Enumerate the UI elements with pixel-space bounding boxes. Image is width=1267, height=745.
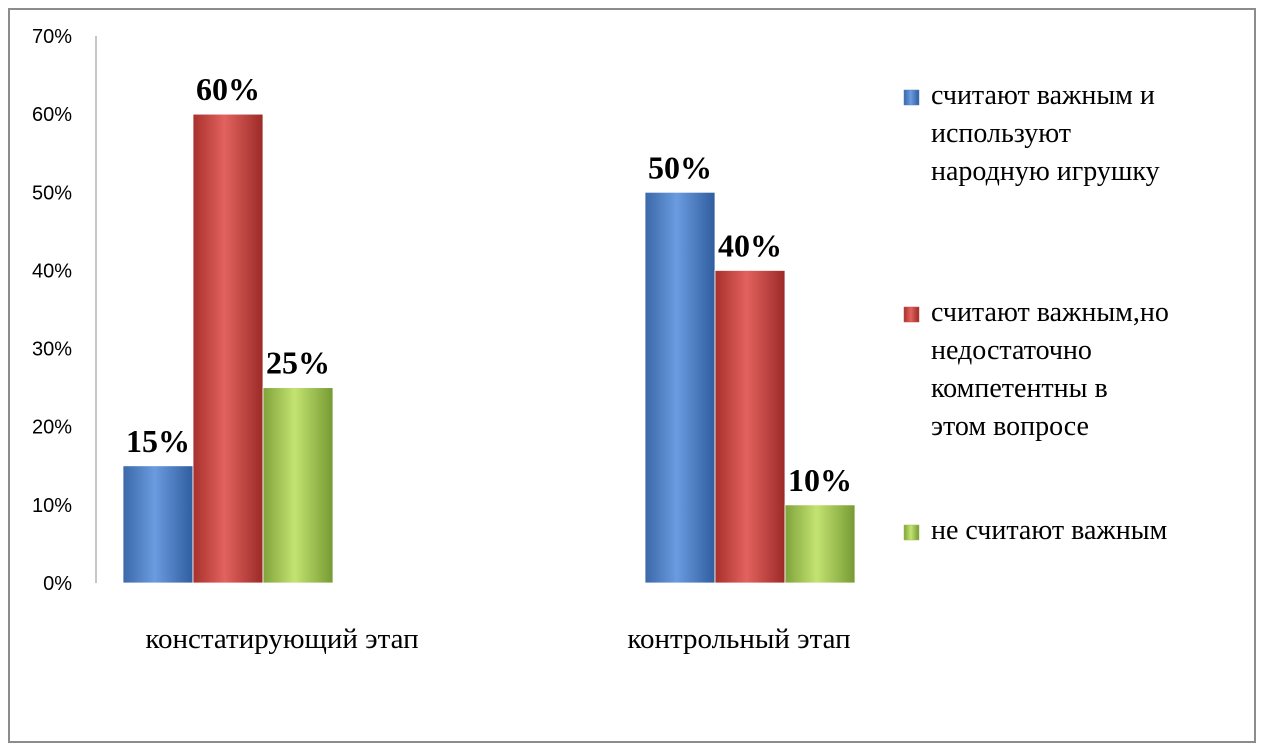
legend-label: недостаточно	[931, 335, 1092, 366]
data-label: 10%	[788, 462, 852, 498]
bar	[644, 191, 716, 584]
bar	[122, 465, 194, 584]
y-tick-label: 0%	[43, 573, 72, 595]
x-category-label: констатирующий этап	[145, 623, 418, 655]
legend-label: считают важным,но	[931, 297, 1169, 328]
y-tick-label: 60%	[32, 104, 72, 126]
legend-label: компетентны в	[931, 373, 1108, 404]
y-tick-label: 20%	[32, 417, 72, 439]
y-tick-label: 50%	[32, 182, 72, 204]
legend-swatch	[903, 524, 920, 541]
x-category-label: контрольный этап	[627, 623, 850, 655]
y-tick-label: 10%	[32, 495, 72, 517]
bar	[714, 270, 786, 584]
legend-label: используют	[931, 118, 1071, 149]
legend-label: считают важным и	[931, 80, 1155, 111]
y-tick-label: 70%	[32, 26, 72, 48]
legend-swatch	[903, 306, 920, 323]
data-label: 50%	[648, 149, 712, 185]
y-tick-label: 40%	[32, 260, 72, 282]
y-tick-label: 30%	[32, 339, 72, 361]
legend-label: не считают важным	[931, 515, 1168, 546]
data-label: 40%	[718, 227, 782, 263]
data-label: 60%	[196, 71, 260, 107]
legend-swatch	[903, 89, 920, 106]
data-label: 15%	[126, 423, 190, 459]
bar	[262, 387, 334, 584]
bar	[784, 504, 856, 584]
legend-label: этом вопросе	[931, 411, 1089, 442]
legend-label: народную игрушку	[931, 156, 1160, 187]
data-label: 25%	[266, 345, 330, 381]
bar	[192, 113, 264, 584]
